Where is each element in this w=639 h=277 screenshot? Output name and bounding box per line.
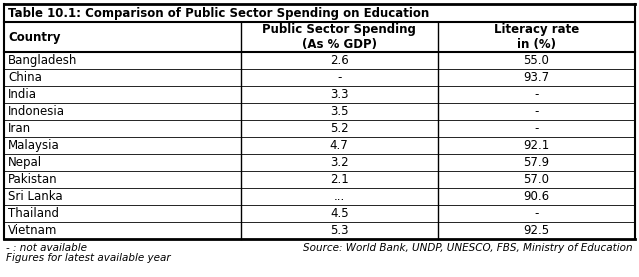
Text: -: -	[534, 88, 539, 101]
Text: Iran: Iran	[8, 122, 31, 135]
Text: Literacy rate
in (%): Literacy rate in (%)	[494, 23, 579, 51]
Text: Bangladesh: Bangladesh	[8, 54, 77, 67]
Text: 92.1: 92.1	[523, 139, 550, 152]
Text: 4.5: 4.5	[330, 207, 348, 220]
Text: 3.5: 3.5	[330, 105, 348, 118]
Text: Public Sector Spending
(As % GDP): Public Sector Spending (As % GDP)	[262, 23, 416, 51]
Text: -: -	[534, 207, 539, 220]
Text: Country: Country	[8, 30, 61, 43]
Text: 92.5: 92.5	[523, 224, 550, 237]
Text: Thailand: Thailand	[8, 207, 59, 220]
Text: ...: ...	[334, 190, 345, 203]
Text: 93.7: 93.7	[523, 71, 550, 84]
Text: India: India	[8, 88, 37, 101]
Text: Source: World Bank, UNDP, UNESCO, FBS, Ministry of Education: Source: World Bank, UNDP, UNESCO, FBS, M…	[304, 243, 633, 253]
Text: China: China	[8, 71, 42, 84]
Text: Nepal: Nepal	[8, 156, 42, 169]
Text: 2.6: 2.6	[330, 54, 349, 67]
Text: 2.1: 2.1	[330, 173, 349, 186]
Text: -: -	[534, 105, 539, 118]
Text: Figures for latest available year: Figures for latest available year	[6, 253, 171, 263]
Text: 5.3: 5.3	[330, 224, 348, 237]
Text: Malaysia: Malaysia	[8, 139, 60, 152]
Text: -: -	[534, 122, 539, 135]
Text: Vietnam: Vietnam	[8, 224, 58, 237]
Text: 5.2: 5.2	[330, 122, 348, 135]
Text: Table 10.1: Comparison of Public Sector Spending on Education: Table 10.1: Comparison of Public Sector …	[8, 6, 429, 19]
Text: -: -	[337, 71, 341, 84]
Text: Indonesia: Indonesia	[8, 105, 65, 118]
Text: - : not available: - : not available	[6, 243, 87, 253]
Text: Sri Lanka: Sri Lanka	[8, 190, 63, 203]
Text: Pakistan: Pakistan	[8, 173, 58, 186]
Text: 57.9: 57.9	[523, 156, 550, 169]
Text: 3.3: 3.3	[330, 88, 348, 101]
Text: 4.7: 4.7	[330, 139, 349, 152]
Text: 3.2: 3.2	[330, 156, 348, 169]
Text: 55.0: 55.0	[523, 54, 550, 67]
Text: 57.0: 57.0	[523, 173, 550, 186]
Text: 90.6: 90.6	[523, 190, 550, 203]
